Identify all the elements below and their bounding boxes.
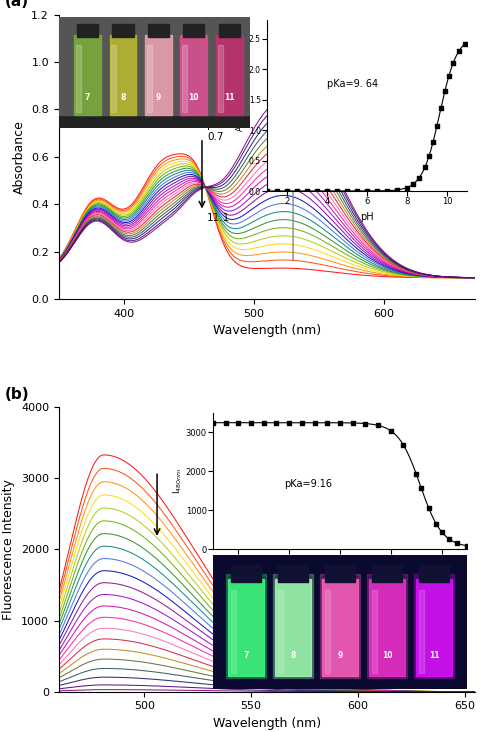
X-axis label: Wavelength (nm): Wavelength (nm)	[213, 324, 321, 337]
Text: (b): (b)	[4, 386, 29, 402]
Text: (a): (a)	[4, 0, 29, 9]
Text: 11.1: 11.1	[207, 213, 230, 223]
Y-axis label: Fluorescence Intensity: Fluorescence Intensity	[2, 479, 15, 620]
Text: 0.7: 0.7	[207, 132, 223, 142]
Text: pH: pH	[207, 121, 221, 130]
X-axis label: Wavelength (nm): Wavelength (nm)	[213, 717, 321, 730]
Y-axis label: Absorbance: Absorbance	[13, 120, 26, 194]
